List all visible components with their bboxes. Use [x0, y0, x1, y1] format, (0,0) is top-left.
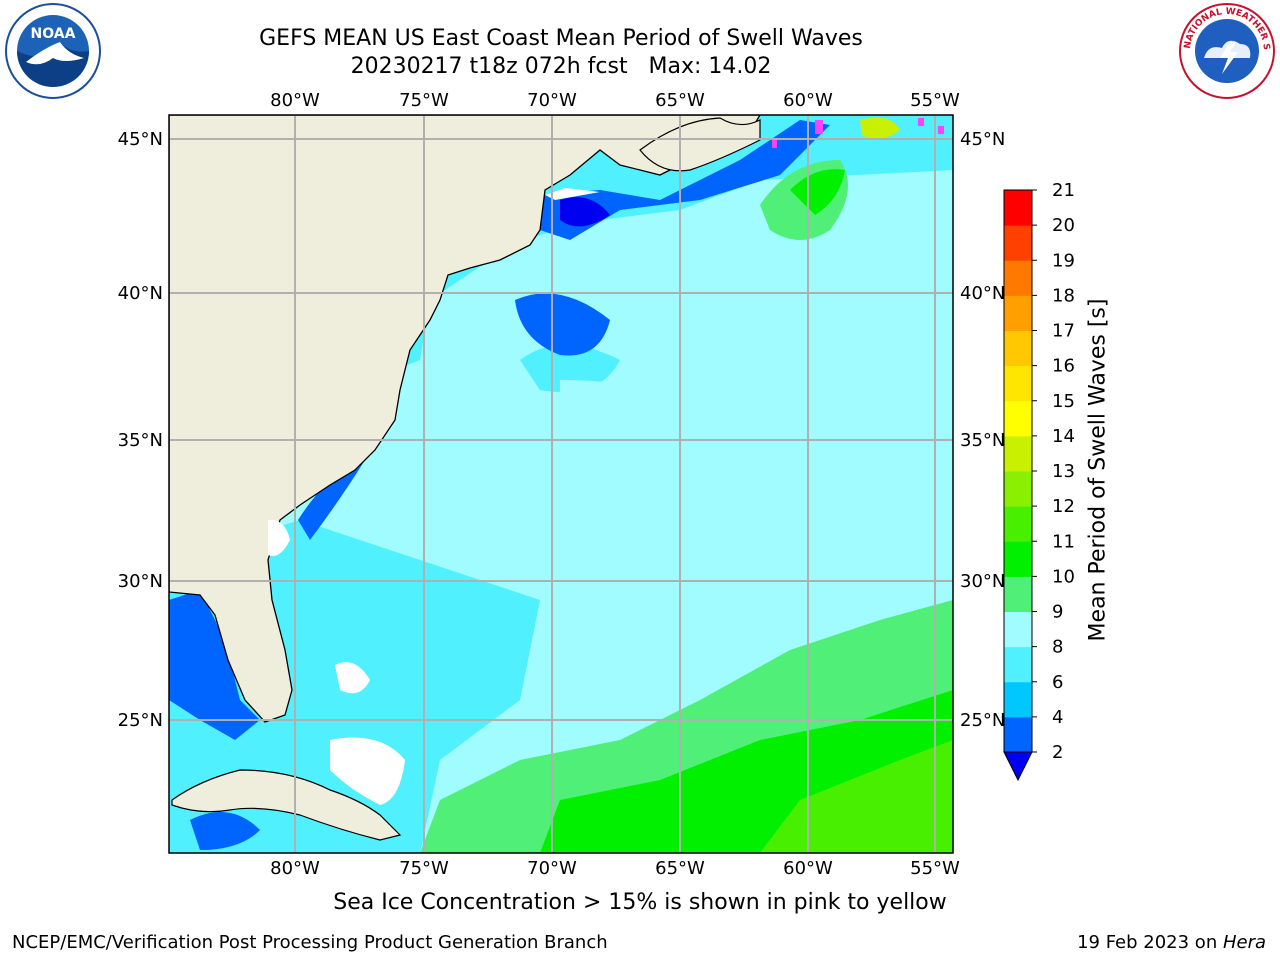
lon-label: 60°W	[783, 858, 833, 879]
colorbar-segment	[1004, 225, 1032, 261]
colorbar-tick-label: 4	[1052, 707, 1063, 728]
colorbar-segment	[1004, 435, 1032, 472]
footer-date-text: 19 Feb 2023 on	[1077, 932, 1223, 953]
colorbar-segment	[1004, 190, 1032, 226]
colorbar-tick-label: 13	[1052, 461, 1075, 482]
lon-label: 65°W	[655, 90, 705, 111]
footer-credit: NCEP/EMC/Verification Post Processing Pr…	[12, 932, 608, 953]
colorbar-segment	[1004, 400, 1032, 437]
map-field	[169, 115, 953, 853]
lon-labels-bottom: 80°W 75°W 70°W 65°W 60°W 55°W	[270, 858, 960, 879]
colorbar-tick-label: 10	[1052, 566, 1075, 587]
colorbar-tick-label: 17	[1052, 321, 1075, 342]
colorbar-segment	[1004, 576, 1032, 612]
sea-ice-note: Sea Ice Concentration > 15% is shown in …	[333, 890, 947, 915]
colorbar-segment	[1004, 541, 1032, 577]
lat-label: 40°N	[118, 283, 163, 304]
colorbar-tick-label: 9	[1052, 602, 1063, 623]
colorbar-label: Mean Period of Swell Waves [s]	[1085, 298, 1111, 642]
us-east-coast-land	[169, 115, 761, 723]
colorbar-segment	[1004, 365, 1032, 402]
map-subtitle: 20230217 t18z 072h fcst Max: 14.02	[350, 54, 772, 79]
colorbar-segment	[1004, 611, 1032, 648]
colorbar-segment	[1004, 681, 1032, 718]
colorbar-segment	[1004, 506, 1032, 542]
colorbar-tick-label: 11	[1052, 531, 1075, 552]
footer-host: Hera	[1222, 932, 1266, 953]
colorbar	[1003, 189, 1033, 782]
colorbar-tick-label: 14	[1052, 426, 1075, 447]
lon-label: 75°W	[399, 90, 449, 111]
colorbar-tick-label: 21	[1052, 180, 1075, 201]
colorbar-tick-label: 15	[1052, 391, 1075, 412]
nws-logo: NATIONAL WEATHER SERVICE	[1178, 2, 1275, 99]
colorbar-tick-label: 20	[1052, 215, 1075, 236]
lat-label: 45°N	[960, 129, 1005, 150]
colorbar-segment	[1004, 471, 1032, 507]
colorbar-segment	[1004, 260, 1032, 296]
colorbar-under-arrow	[1003, 751, 1033, 782]
lon-labels-top: 80°W 75°W 70°W 65°W 60°W 55°W	[270, 90, 960, 111]
lat-labels-left: 45°N 40°N 35°N 30°N 25°N	[118, 129, 163, 731]
lon-label: 80°W	[270, 858, 320, 879]
map-frame	[168, 114, 954, 854]
lon-label: 70°W	[527, 90, 577, 111]
lat-labels-right: 45°N 40°N 35°N 30°N 25°N	[960, 129, 1005, 731]
colorbar-segment	[1004, 295, 1032, 331]
lat-label: 45°N	[118, 129, 163, 150]
colorbar-segment	[1004, 330, 1032, 367]
colorbar-ticks: 2 4 6 8 9 10 11 12 13 14 15 16 17 18 19 20 21	[1032, 180, 1075, 763]
lat-label: 35°N	[960, 430, 1005, 451]
lat-label: 30°N	[960, 571, 1005, 592]
lon-label: 80°W	[270, 90, 320, 111]
colorbar-tick-label: 16	[1052, 356, 1075, 377]
cuba-land	[171, 769, 402, 841]
colorbar-segment	[1004, 716, 1032, 753]
colorbar-tick-label: 18	[1052, 285, 1075, 306]
map-title: GEFS MEAN US East Coast Mean Period of S…	[259, 26, 863, 51]
colorbar-segment	[1004, 646, 1032, 683]
lon-label: 65°W	[655, 858, 705, 879]
lon-label: 55°W	[910, 90, 960, 111]
colorbar-tick-label: 12	[1052, 496, 1075, 517]
colorbar-tick-label: 8	[1052, 637, 1063, 658]
lat-label: 25°N	[118, 710, 163, 731]
colorbar-tick-label: 2	[1052, 742, 1063, 763]
lat-label: 30°N	[118, 571, 163, 592]
lat-label: 25°N	[960, 710, 1005, 731]
noaa-logo: NOAA	[5, 3, 101, 99]
footer-date: 19 Feb 2023 on Hera	[1077, 932, 1266, 953]
graticule	[169, 115, 953, 853]
lon-label: 60°W	[783, 90, 833, 111]
lat-label: 35°N	[118, 430, 163, 451]
lon-label: 55°W	[910, 858, 960, 879]
lon-label: 70°W	[527, 858, 577, 879]
noaa-logo-text: NOAA	[31, 26, 76, 42]
colorbar-tick-label: 6	[1052, 672, 1063, 693]
lat-label: 40°N	[960, 283, 1005, 304]
colorbar-tick-label: 19	[1052, 250, 1075, 271]
lon-label: 75°W	[399, 858, 449, 879]
